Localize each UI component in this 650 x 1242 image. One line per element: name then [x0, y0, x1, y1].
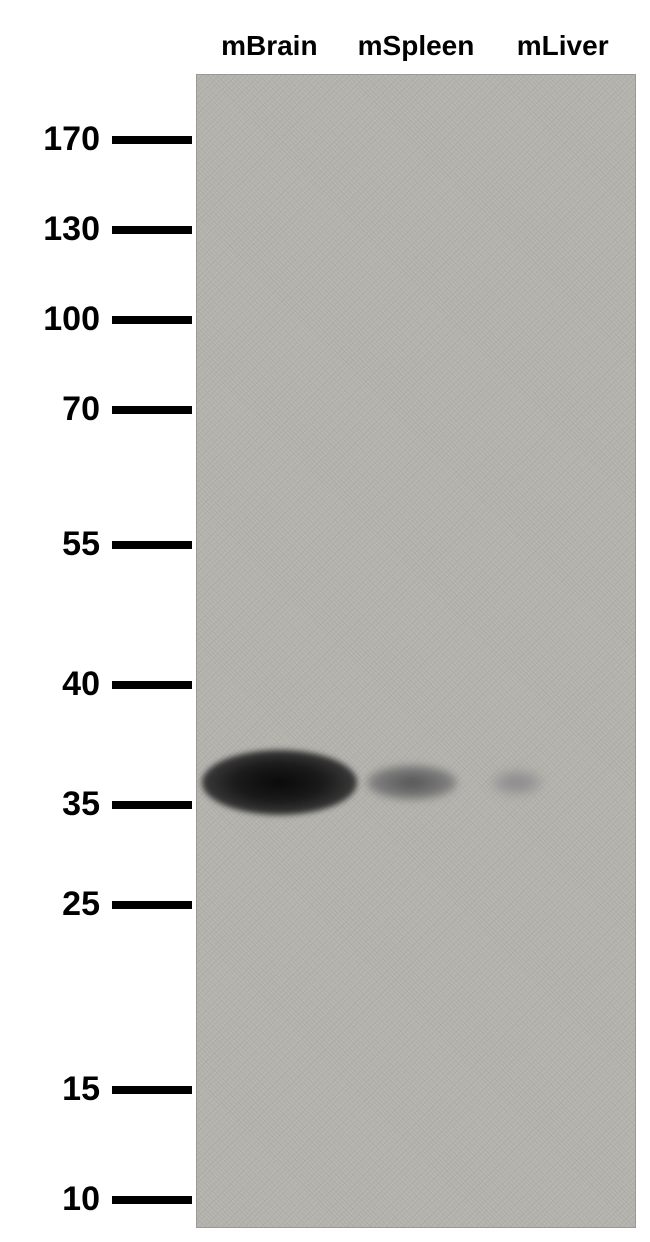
blot-noise-texture: [197, 75, 635, 1227]
marker-tick-130: [112, 226, 192, 234]
marker-tick-35: [112, 801, 192, 809]
blot-membrane-area: [196, 74, 636, 1228]
marker-value-130: 130: [20, 210, 100, 249]
marker-tick-10: [112, 1196, 192, 1204]
marker-row-100: 100: [20, 300, 192, 339]
marker-row-15: 15: [20, 1070, 192, 1109]
marker-row-35: 35: [20, 785, 192, 824]
blot-container: mBrain mSpleen mLiver 170 130 100 70 55 40 35 2…: [0, 0, 650, 1242]
marker-tick-100: [112, 316, 192, 324]
marker-row-170: 170: [20, 120, 192, 159]
marker-value-35: 35: [20, 785, 100, 824]
marker-row-10: 10: [20, 1180, 192, 1219]
marker-value-55: 55: [20, 525, 100, 564]
lane-label-2: mSpleen: [343, 30, 490, 62]
lane-label-3: mLiver: [489, 30, 636, 62]
marker-row-70: 70: [20, 390, 192, 429]
marker-value-10: 10: [20, 1180, 100, 1219]
marker-value-25: 25: [20, 885, 100, 924]
marker-row-25: 25: [20, 885, 192, 924]
marker-tick-40: [112, 681, 192, 689]
marker-tick-170: [112, 136, 192, 144]
marker-row-55: 55: [20, 525, 192, 564]
band-lane-2: [367, 765, 457, 800]
marker-value-70: 70: [20, 390, 100, 429]
marker-tick-15: [112, 1086, 192, 1094]
marker-tick-25: [112, 901, 192, 909]
marker-row-40: 40: [20, 665, 192, 704]
band-lane-1: [202, 750, 357, 815]
marker-value-100: 100: [20, 300, 100, 339]
band-lane-3: [492, 770, 542, 795]
marker-value-40: 40: [20, 665, 100, 704]
lane-label-1: mBrain: [196, 30, 343, 62]
marker-tick-70: [112, 406, 192, 414]
lane-labels-row: mBrain mSpleen mLiver: [196, 30, 636, 62]
marker-tick-55: [112, 541, 192, 549]
marker-value-15: 15: [20, 1070, 100, 1109]
marker-row-130: 130: [20, 210, 192, 249]
marker-value-170: 170: [20, 120, 100, 159]
